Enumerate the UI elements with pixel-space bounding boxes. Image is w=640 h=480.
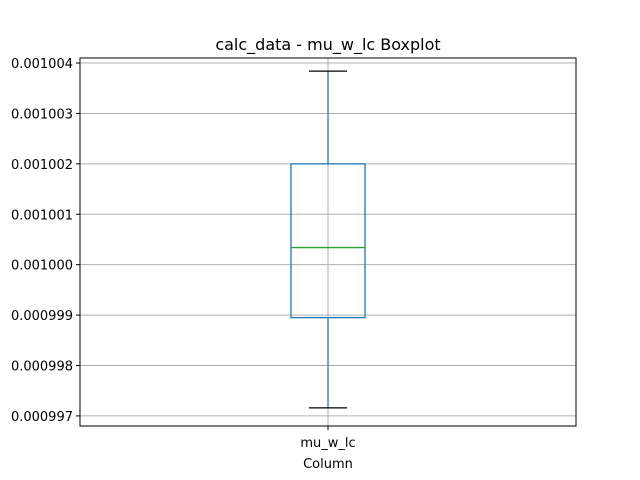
- y-tick-label: 0.000998: [11, 360, 73, 375]
- chart-title: calc_data - mu_w_lc Boxplot: [215, 35, 440, 55]
- y-tick-label: 0.000999: [11, 309, 73, 324]
- y-tick-label: 0.000997: [11, 410, 73, 425]
- box-layer: [290, 70, 366, 409]
- y-tick-label: 0.001004: [11, 57, 73, 72]
- y-tick-label: 0.001001: [11, 208, 73, 223]
- x-axis-label: Column: [303, 457, 353, 472]
- y-tick-label: 0.001002: [11, 158, 73, 173]
- y-tick-label: 0.001003: [11, 107, 73, 122]
- iqr-box: [290, 163, 366, 319]
- y-tick-label: 0.001000: [11, 259, 73, 274]
- x-tick-label: mu_w_lc: [300, 436, 355, 451]
- ticks: 0.000997 0.000998 0.000999 0.001000 0.001001…: [11, 57, 356, 451]
